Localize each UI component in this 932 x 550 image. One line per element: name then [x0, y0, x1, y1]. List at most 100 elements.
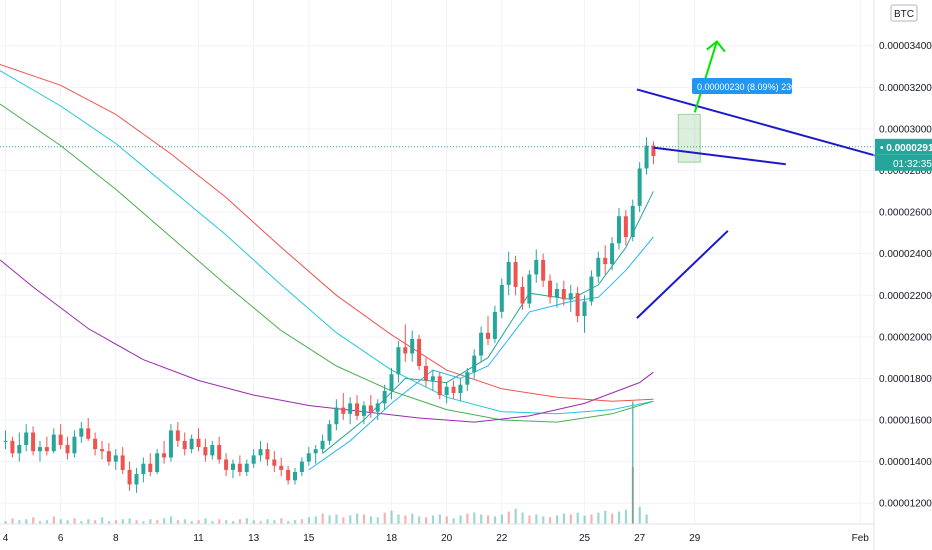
volume-bar: [459, 515, 462, 524]
y-tick-label: 0.00002200: [879, 291, 932, 302]
volume-bar: [604, 510, 607, 524]
volume-bar: [11, 518, 14, 524]
trend-line-diagonal: [636, 230, 729, 319]
candle-body: [423, 365, 428, 381]
volume-bar: [493, 516, 497, 524]
candle-body: [651, 145, 656, 156]
candle-body: [430, 376, 435, 381]
candle-body: [479, 332, 484, 356]
volume-bar: [66, 520, 69, 524]
volume-bar: [225, 520, 228, 524]
candle-body: [24, 432, 29, 445]
volume-bar: [562, 513, 566, 524]
candle-body: [148, 463, 153, 473]
candle-body: [182, 440, 187, 450]
y-tick-label: 0.00001400: [879, 457, 932, 468]
volume-bar: [521, 512, 524, 524]
trend-line-lower: [653, 146, 786, 166]
volume-bar: [507, 511, 510, 524]
candle-body: [210, 444, 215, 456]
volume-bar: [252, 520, 255, 524]
candle-body: [486, 332, 491, 339]
candle-body: [548, 280, 553, 298]
candle-body: [306, 453, 311, 462]
candle-body: [451, 386, 456, 393]
drawings[interactable]: 0.00000230 (8.09%) 230: [636, 40, 878, 319]
candle-body: [327, 424, 332, 441]
x-tick-label: 18: [386, 533, 398, 544]
volume-bar: [107, 521, 111, 524]
candle-body: [348, 403, 353, 414]
candle-body: [554, 289, 559, 298]
candle-body: [410, 338, 415, 354]
candle-body: [589, 276, 594, 302]
candle-body: [189, 438, 194, 450]
candle-body: [417, 338, 422, 366]
candle-body: [603, 257, 608, 265]
measure-box: [677, 113, 701, 163]
volume-bar: [300, 519, 304, 524]
volume-bar: [121, 519, 124, 524]
candle-body: [196, 438, 201, 448]
candle-body: [93, 438, 98, 450]
x-tick-label: Feb: [852, 533, 870, 544]
volume-bar: [45, 520, 49, 524]
volume-bar: [535, 514, 538, 524]
x-tick-label: 8: [113, 533, 119, 544]
volume-bar: [149, 519, 152, 524]
volume-bar: [314, 516, 317, 524]
x-tick-label: 13: [248, 533, 260, 544]
volume-bar: [445, 516, 448, 524]
volume-bar: [418, 516, 421, 524]
volume-bar: [342, 517, 345, 524]
volume-bar: [259, 521, 262, 524]
volume-bar: [362, 514, 366, 524]
candle-body: [465, 372, 470, 385]
volume-bar: [555, 515, 559, 524]
x-tick-label: 20: [441, 533, 453, 544]
volume-bar: [231, 521, 235, 524]
countdown-tag: [875, 154, 932, 171]
volume-bar: [466, 513, 469, 524]
volume-bar: [135, 520, 138, 524]
volume-bar: [597, 512, 600, 524]
volume-bar: [549, 517, 552, 524]
moving-average-line: [0, 103, 654, 423]
candles: [3, 137, 656, 493]
volume-bar: [280, 518, 283, 524]
trend-line-top: [636, 88, 878, 157]
volume-bar: [4, 521, 7, 524]
candle-body: [499, 284, 504, 312]
volume-bar: [383, 512, 386, 524]
candle-body: [175, 430, 180, 441]
last-price-tag: [875, 138, 932, 155]
measure-label-box: [692, 78, 792, 94]
volume-bar: [369, 516, 373, 524]
volume-bar: [514, 508, 517, 524]
y-tick-label: 0.00001800: [879, 374, 932, 385]
candle-body: [644, 145, 649, 169]
moving-average-line: [0, 259, 654, 423]
volume-bar: [163, 518, 166, 524]
volume-bar: [183, 519, 186, 524]
volume-bar: [542, 516, 545, 524]
candle-body: [444, 386, 449, 396]
volume-bar: [142, 521, 145, 524]
candle-body: [382, 390, 387, 404]
volume-bar: [266, 519, 269, 524]
candle-body: [375, 403, 380, 412]
candle-body: [203, 447, 208, 456]
measure-label-text: 0.00000230 (8.09%) 230: [697, 82, 796, 92]
candle-body: [230, 463, 235, 470]
volume-bar: [638, 506, 641, 524]
candle-body: [79, 428, 84, 437]
volume-bar: [452, 518, 455, 524]
x-tick-label: 4: [3, 533, 9, 544]
volume-bar: [38, 521, 42, 524]
volume-bar: [576, 512, 579, 524]
volume-bar: [307, 517, 310, 524]
volume-bar: [404, 515, 407, 524]
candle-body: [437, 376, 442, 396]
y-tick-label: 0.00002800: [879, 166, 932, 177]
